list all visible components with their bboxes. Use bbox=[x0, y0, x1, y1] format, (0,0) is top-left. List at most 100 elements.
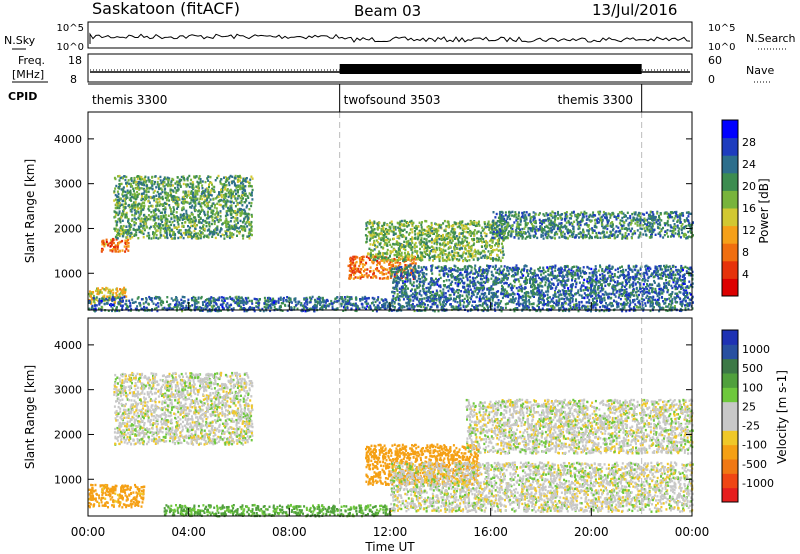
power-echo-cell bbox=[392, 233, 395, 236]
power-echo-cell bbox=[219, 215, 222, 218]
power-echo-cell bbox=[251, 233, 253, 237]
power-echo-cell bbox=[210, 215, 213, 218]
power-echo-cell bbox=[242, 177, 245, 180]
power-echo-cell bbox=[223, 299, 226, 302]
power-echo-cell bbox=[578, 306, 581, 309]
power-echo-cell bbox=[229, 295, 232, 299]
power-echo-cell bbox=[407, 239, 410, 243]
power-echo-cell bbox=[376, 269, 379, 272]
power-echo-cell bbox=[489, 239, 491, 243]
power-echo-cell bbox=[204, 190, 207, 193]
power-echo-cell bbox=[303, 302, 306, 305]
power-echo-cell bbox=[359, 262, 362, 266]
power-echo-cell bbox=[355, 307, 358, 310]
power-echo-cell bbox=[247, 212, 250, 216]
power-echo-cell bbox=[488, 227, 491, 230]
power-echo-cell bbox=[153, 297, 156, 300]
power-echo-cell bbox=[425, 241, 428, 244]
power-echo-cell bbox=[355, 255, 358, 259]
power-echo-cell bbox=[156, 309, 159, 313]
power-echo-cell bbox=[136, 305, 139, 308]
power-echo-cell bbox=[381, 236, 384, 240]
power-echo-cell bbox=[220, 178, 223, 181]
power-echo-cell bbox=[194, 221, 196, 225]
power-echo-cell bbox=[433, 249, 436, 252]
power-echo-cell bbox=[138, 180, 141, 183]
power-echo-cell bbox=[161, 217, 164, 221]
power-echo-cell bbox=[453, 232, 456, 236]
power-echo-cell bbox=[209, 207, 212, 210]
power-echo-cell bbox=[183, 217, 186, 220]
power-echo-cell bbox=[345, 302, 348, 305]
power-echo-cell bbox=[434, 240, 436, 243]
power-echo-cell bbox=[219, 210, 222, 213]
power-echo-cell bbox=[121, 296, 124, 299]
power-echo-cell bbox=[465, 252, 468, 255]
power-echo-cell bbox=[462, 234, 464, 238]
power-echo-cell bbox=[365, 297, 367, 300]
power-echo-cell bbox=[411, 224, 414, 228]
power-echo-cell bbox=[190, 217, 193, 221]
power-echo-cell bbox=[190, 220, 192, 224]
power-echo-cell bbox=[433, 254, 436, 257]
power-echo-cell bbox=[218, 309, 221, 312]
power-echo-cell bbox=[537, 302, 540, 306]
power-echo-cell bbox=[396, 270, 399, 273]
power-echo-cell bbox=[220, 296, 223, 299]
power-echo-cell bbox=[94, 304, 96, 307]
power-echo-cell bbox=[445, 225, 448, 228]
power-echo-cell bbox=[224, 202, 227, 206]
power-echo-cell bbox=[246, 225, 249, 228]
power-echo-cell bbox=[411, 231, 414, 234]
power-echo-cell bbox=[257, 302, 259, 305]
power-echo-cell bbox=[451, 280, 454, 283]
power-echo-cell bbox=[179, 229, 182, 232]
power-echo-cell bbox=[355, 267, 358, 271]
power-echo-cell bbox=[209, 297, 212, 300]
power-echo-cell bbox=[463, 227, 466, 230]
power-echo-cell bbox=[207, 179, 210, 182]
power-echo-cell bbox=[442, 251, 445, 254]
power-echo-cell bbox=[481, 245, 484, 248]
power-echo-cell bbox=[135, 180, 138, 183]
power-echo-cell bbox=[671, 306, 674, 309]
power-echo-cell bbox=[223, 221, 226, 224]
power-echo-cell bbox=[392, 227, 395, 230]
power-echo-cell bbox=[322, 299, 325, 302]
power-echo-cell bbox=[363, 263, 366, 267]
power-echo-cell bbox=[222, 301, 225, 305]
power-echo-cell bbox=[441, 254, 444, 257]
power-echo-cell bbox=[316, 297, 319, 300]
power-echo-cell bbox=[148, 234, 151, 237]
power-echo-cell bbox=[467, 243, 470, 247]
power-echo-cell bbox=[111, 299, 114, 303]
power-echo-cell bbox=[447, 299, 450, 302]
power-echo-cell bbox=[302, 306, 305, 310]
power-echo-cell bbox=[224, 230, 227, 233]
power-echo-cell bbox=[210, 300, 213, 303]
power-echo-cell bbox=[625, 299, 628, 302]
power-echo-cell bbox=[123, 286, 126, 290]
power-echo-cell bbox=[385, 277, 388, 280]
power-echo-cell bbox=[389, 272, 392, 275]
power-echo-cell bbox=[372, 243, 374, 246]
power-echo-cell bbox=[464, 246, 467, 250]
power-echo-cell bbox=[460, 255, 463, 258]
power-echo-cell bbox=[369, 304, 372, 308]
power-echo-cell bbox=[535, 309, 538, 313]
power-echo-cell bbox=[201, 197, 204, 201]
power-echo-cell bbox=[522, 306, 525, 309]
power-echo-cell bbox=[658, 303, 661, 306]
power-echo-cell bbox=[397, 259, 400, 262]
power-echo-cell bbox=[259, 309, 262, 312]
power-echo-cell bbox=[241, 204, 244, 207]
power-echo-cell bbox=[213, 220, 216, 223]
power-echo-cell bbox=[500, 310, 503, 313]
power-echo-cell bbox=[578, 301, 581, 304]
power-echo-cell bbox=[117, 192, 120, 196]
power-echo-cell bbox=[362, 275, 365, 278]
power-echo-cell bbox=[497, 303, 500, 307]
power-echo-cell bbox=[204, 219, 207, 223]
power-echo-cell bbox=[229, 194, 232, 197]
power-echo-cell bbox=[125, 303, 128, 306]
